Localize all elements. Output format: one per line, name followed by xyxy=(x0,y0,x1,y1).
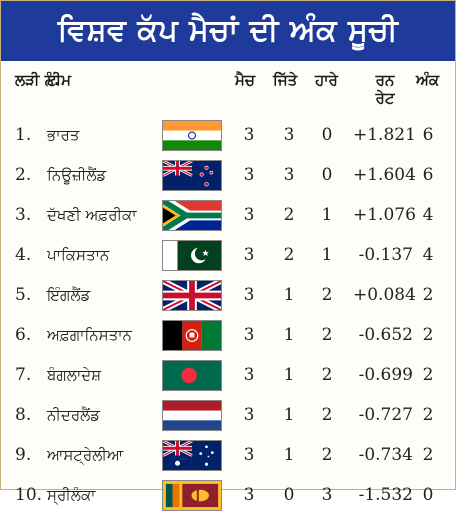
run-rate-cell: +1.076 xyxy=(353,205,416,225)
india-flag-icon xyxy=(162,120,222,151)
table-row: 7. ਬੰਗਲਾਦੇਸ਼ 3 1 2 -0.699 2 xyxy=(1,355,455,395)
lost-cell: 2 xyxy=(321,365,333,385)
header-lost: ਹਾਰੇ xyxy=(315,71,338,89)
points-cell: 2 xyxy=(422,325,434,345)
won-cell: 1 xyxy=(283,325,295,345)
serial-cell: 2. xyxy=(15,165,32,185)
header-won: ਜਿੱਤੇ xyxy=(273,71,298,89)
lost-cell: 1 xyxy=(321,205,333,225)
won-cell: 3 xyxy=(283,125,295,145)
run-rate-cell: +0.084 xyxy=(353,285,416,305)
points-cell: 0 xyxy=(422,485,434,505)
points-cell: 6 xyxy=(422,165,434,185)
header-matches: ਮੈਚ xyxy=(235,71,255,89)
run-rate-cell: +1.604 xyxy=(353,165,416,185)
team-name: ਪਾਕਿਸਤਾਨ xyxy=(47,246,110,264)
lost-cell: 2 xyxy=(321,325,333,345)
table-row: 3. ਦੱਖਣੀ ਅਫ਼ਰੀਕਾ 3 2 1 +1.076 4 xyxy=(1,195,455,235)
won-cell: 1 xyxy=(283,285,295,305)
lost-cell: 0 xyxy=(321,165,333,185)
team-name: ਸ੍ਰੀਲੰਕਾ xyxy=(47,486,96,504)
run-rate-cell: -0.734 xyxy=(358,445,413,465)
points-cell: 4 xyxy=(422,205,434,225)
matches-cell: 3 xyxy=(243,205,255,225)
table-row: 4. ਪਾਕਿਸਤਾਨ 3 2 1 -0.137 4 xyxy=(1,235,455,275)
lost-cell: 2 xyxy=(321,405,333,425)
matches-cell: 3 xyxy=(243,405,255,425)
south-africa-flag-icon xyxy=(162,200,222,231)
header-team: ਟੀਮ xyxy=(47,71,72,89)
matches-cell: 3 xyxy=(243,165,255,185)
won-cell: 0 xyxy=(283,485,295,505)
points-cell: 6 xyxy=(422,125,434,145)
lost-cell: 1 xyxy=(321,245,333,265)
table-row: 8. ਨੀਦਰਲੈਂਡ 3 1 2 -0.727 2 xyxy=(1,395,455,435)
matches-cell: 3 xyxy=(243,245,255,265)
lost-cell: 2 xyxy=(321,285,333,305)
points-cell: 2 xyxy=(422,285,434,305)
team-name: ਅਫ਼ਗਾਨਿਸਤਾਨ xyxy=(47,326,132,344)
matches-cell: 3 xyxy=(243,125,255,145)
table-row: 1. ਭਾਰਤ 3 3 0 +1.821 6 xyxy=(1,115,455,155)
netherlands-flag-icon xyxy=(162,400,222,431)
serial-cell: 9. xyxy=(15,445,32,465)
page-title: ਵਿਸ਼ਵ ਕੱਪ ਮੈਚਾਂ ਦੀ ਅੰਕ ਸੂਚੀ xyxy=(1,1,455,61)
team-name: ਬੰਗਲਾਦੇਸ਼ xyxy=(47,366,102,384)
serial-cell: 10. xyxy=(15,485,43,505)
won-cell: 1 xyxy=(283,405,295,425)
team-name: ਨਿਊਜ਼ੀਲੈਂਡ xyxy=(47,166,107,184)
header-run-rate: ਰਨ ਰੇਟ xyxy=(375,71,395,107)
won-cell: 2 xyxy=(283,205,295,225)
table-row: 6. ਅਫ਼ਗਾਨਿਸਤਾਨ 3 1 2 -0.652 2 xyxy=(1,315,455,355)
table-row: 10. ਸ੍ਰੀਲੰਕਾ 3 0 3 -1.532 0 xyxy=(1,475,455,515)
matches-cell: 3 xyxy=(243,285,255,305)
won-cell: 2 xyxy=(283,245,295,265)
run-rate-cell: +1.821 xyxy=(353,125,416,145)
england-flag-icon xyxy=(162,280,222,311)
lost-cell: 2 xyxy=(321,445,333,465)
matches-cell: 3 xyxy=(243,325,255,345)
won-cell: 1 xyxy=(283,445,295,465)
points-cell: 2 xyxy=(422,445,434,465)
points-cell: 4 xyxy=(422,245,434,265)
matches-cell: 3 xyxy=(243,485,255,505)
points-cell: 2 xyxy=(422,405,434,425)
lost-cell: 0 xyxy=(321,125,333,145)
run-rate-cell: -0.652 xyxy=(358,325,413,345)
serial-cell: 5. xyxy=(15,285,32,305)
points-cell: 2 xyxy=(422,365,434,385)
pakistan-flag-icon xyxy=(162,240,222,271)
table-row: 2. ਨਿਊਜ਼ੀਲੈਂਡ 3 3 0 +1.604 6 xyxy=(1,155,455,195)
matches-cell: 3 xyxy=(243,365,255,385)
run-rate-cell: -0.137 xyxy=(358,245,413,265)
australia-flag-icon xyxy=(162,440,222,471)
table-row: 9. ਆਸਟ੍ਰੇਲੀਆ 3 1 2 -0.734 2 xyxy=(1,435,455,475)
serial-cell: 4. xyxy=(15,245,32,265)
won-cell: 3 xyxy=(283,165,295,185)
won-cell: 1 xyxy=(283,365,295,385)
lost-cell: 3 xyxy=(321,485,333,505)
table-row: 5. ਇੰਗਲੈਂਡ 3 1 2 +0.084 2 xyxy=(1,275,455,315)
team-name: ਭਾਰਤ xyxy=(47,126,80,144)
serial-cell: 8. xyxy=(15,405,32,425)
new-zealand-flag-icon xyxy=(162,160,222,191)
serial-cell: 6. xyxy=(15,325,32,345)
header-points: ਅੰਕ xyxy=(416,71,440,89)
run-rate-cell: -1.532 xyxy=(358,485,413,505)
matches-cell: 3 xyxy=(243,445,255,465)
afghanistan-flag-icon xyxy=(162,320,222,351)
serial-cell: 7. xyxy=(15,365,32,385)
team-name: ਇੰਗਲੈਂਡ xyxy=(47,286,91,304)
team-name: ਆਸਟ੍ਰੇਲੀਆ xyxy=(47,446,124,464)
sri-lanka-flag-icon xyxy=(162,480,222,511)
run-rate-cell: -0.699 xyxy=(358,365,413,385)
team-name: ਦੱਖਣੀ ਅਫ਼ਰੀਕਾ xyxy=(47,206,137,224)
bangladesh-flag-icon xyxy=(162,360,222,391)
serial-cell: 1. xyxy=(15,125,32,145)
team-name: ਨੀਦਰਲੈਂਡ xyxy=(47,406,101,424)
header-serial: ਲੜੀ ਨੰ. xyxy=(15,71,60,89)
run-rate-cell: -0.727 xyxy=(358,405,413,425)
serial-cell: 3. xyxy=(15,205,32,225)
